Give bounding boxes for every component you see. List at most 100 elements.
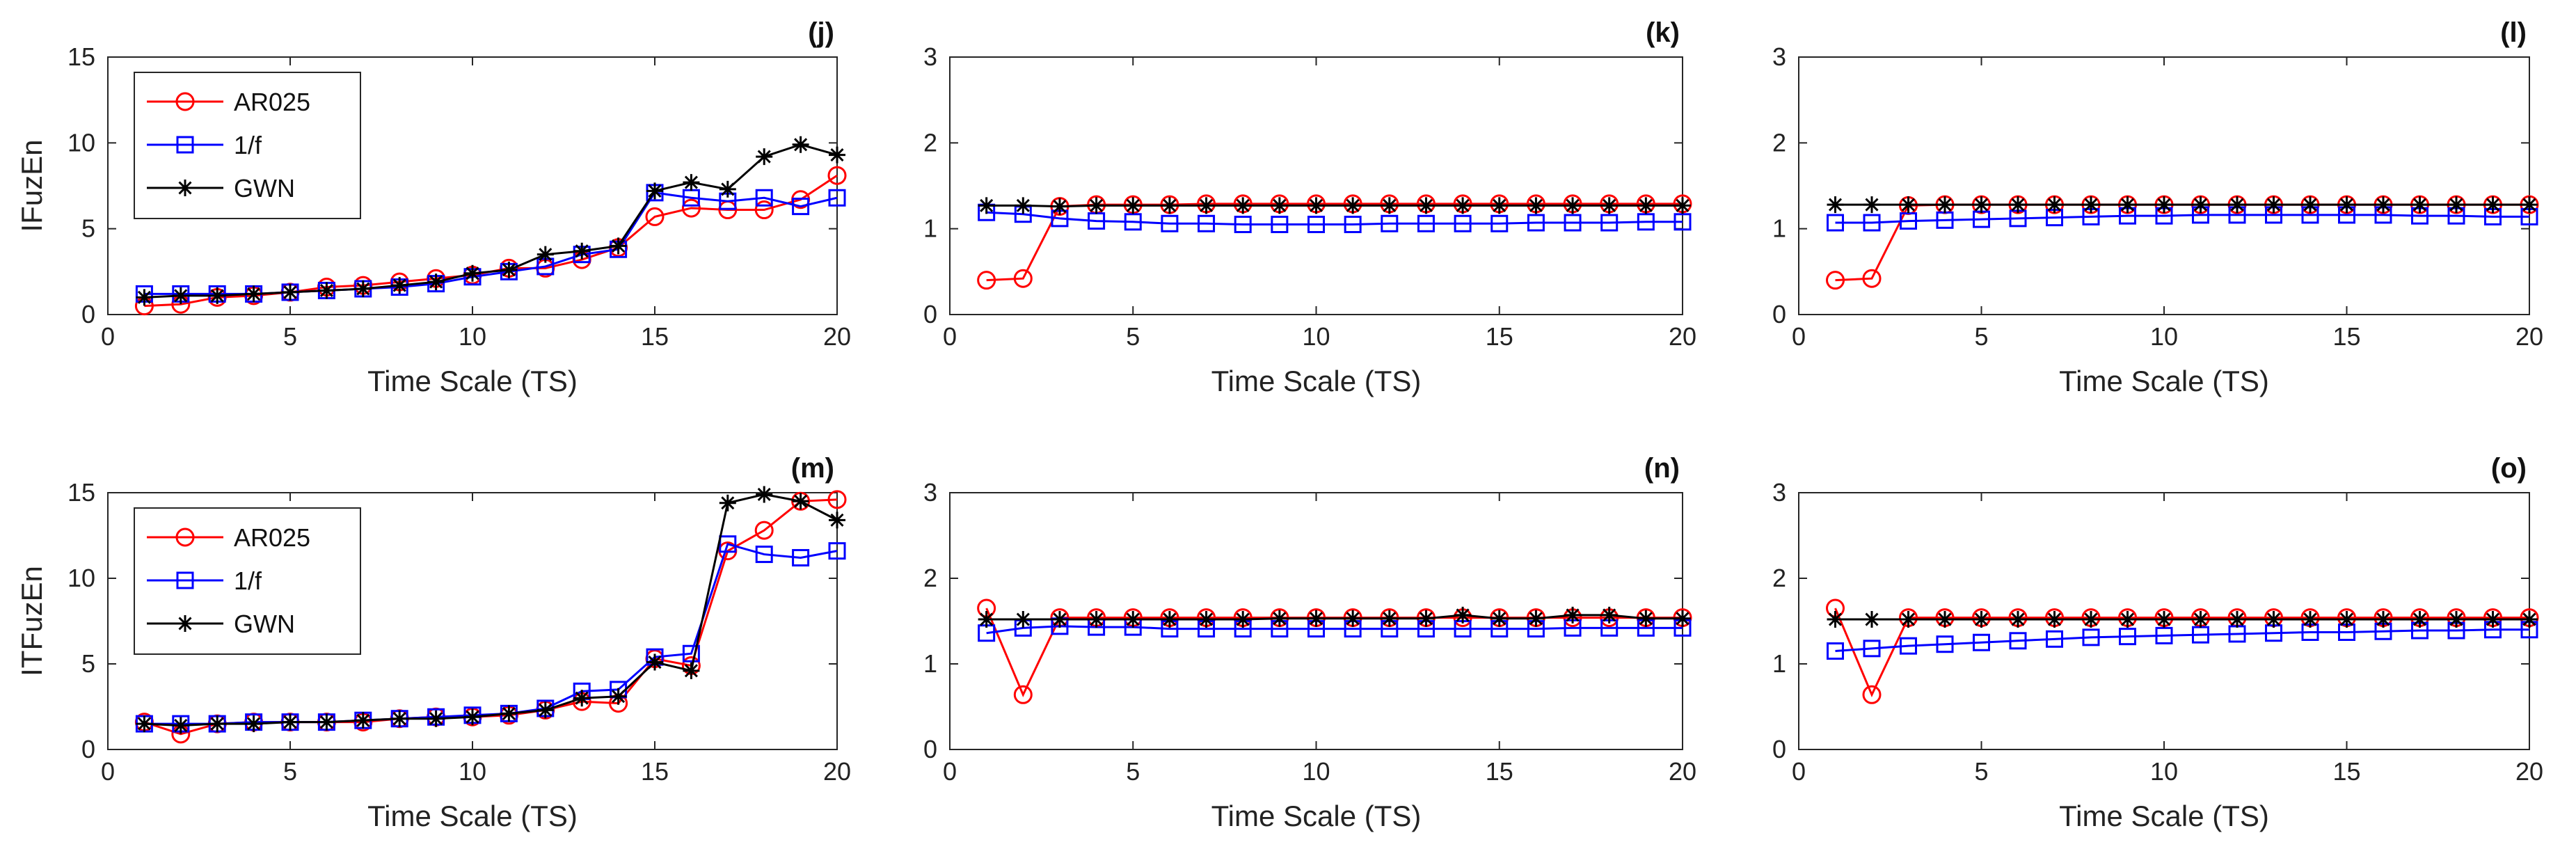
- data-point: [1900, 212, 1917, 230]
- data-point: [2192, 611, 2209, 628]
- data-point: [1937, 196, 1953, 214]
- data-point: [2046, 611, 2063, 628]
- data-point: [318, 713, 335, 731]
- data-point: [1013, 269, 1033, 288]
- data-point: [827, 490, 847, 509]
- chart-panel-1: 0 5 10 15 20 0 5 10 15 Time Scale (TS) IFuzEn (j) AR…: [15, 17, 851, 397]
- data-point: [1673, 213, 1692, 231]
- data-point: [1454, 606, 1472, 624]
- data-point: [2082, 628, 2100, 646]
- data-point: [318, 282, 335, 299]
- data-point: [573, 690, 591, 707]
- data-point: [1417, 610, 1435, 627]
- x-axis-label: Time Scale (TS): [2059, 800, 2269, 832]
- data-point: [2083, 611, 2099, 628]
- y-tick-label: 3: [1772, 42, 1786, 71]
- data-point: [1381, 197, 1398, 214]
- x-tick-label: 20: [823, 322, 851, 351]
- data-point: [2302, 196, 2319, 214]
- data-point: [827, 166, 847, 185]
- data-point: [2010, 196, 2026, 214]
- data-point: [1827, 196, 1844, 214]
- data-point: [1973, 633, 1990, 651]
- data-point: [1527, 610, 1545, 627]
- legend-marker: [175, 92, 195, 111]
- data-point: [500, 261, 518, 278]
- data-point: [1674, 610, 1691, 627]
- data-point: [1973, 611, 1990, 628]
- data-point: [2046, 630, 2063, 648]
- data-point: [1344, 197, 1362, 214]
- x-tick-label: 5: [1974, 757, 1988, 786]
- data-point: [977, 271, 996, 290]
- plot-area: [949, 56, 1683, 315]
- data-point: [391, 710, 408, 727]
- data-point: [1863, 214, 1881, 232]
- data-point: [1015, 197, 1032, 214]
- chart-panel-4: 0 5 10 15 20 0 5 10 15 Time Scale (TS) ITFuzEn (m) A…: [15, 453, 851, 832]
- y-tick-label: 0: [923, 300, 937, 328]
- data-point: [1013, 685, 1033, 704]
- legend-marker: [176, 136, 194, 154]
- data-point: [1344, 610, 1362, 627]
- data-point: [610, 688, 627, 705]
- data-point: [536, 246, 554, 263]
- panel-label: (k): [1646, 17, 1680, 48]
- data-point: [2192, 196, 2209, 214]
- data-point: [1124, 197, 1142, 214]
- data-point: [1161, 197, 1178, 214]
- legend-marker: [176, 571, 194, 589]
- data-point: [2156, 196, 2172, 214]
- data-point: [2338, 611, 2355, 628]
- data-point: [1936, 635, 1954, 653]
- x-tick-label: 20: [2515, 322, 2543, 351]
- data-point: [646, 182, 663, 200]
- data-point: [1862, 269, 1882, 288]
- data-point: [1015, 611, 1032, 628]
- legend-entry: AR025: [234, 88, 310, 116]
- data-point: [2448, 611, 2465, 628]
- x-tick-label: 5: [1126, 322, 1140, 351]
- y-tick-label: 5: [81, 214, 95, 243]
- data-point: [1637, 610, 1655, 627]
- data-point: [1124, 213, 1142, 231]
- x-tick-label: 0: [1792, 757, 1806, 786]
- data-point: [2009, 632, 2027, 650]
- x-tick-label: 10: [459, 322, 486, 351]
- y-tick-label: 0: [81, 735, 95, 763]
- y-tick-label: 0: [1772, 300, 1786, 328]
- data-point: [1161, 214, 1179, 232]
- legend: AR025 1/f GWN: [134, 72, 361, 219]
- data-point: [978, 197, 995, 214]
- data-point: [792, 198, 810, 216]
- y-tick-label: 15: [67, 478, 95, 507]
- data-point: [1564, 214, 1582, 232]
- data-point: [245, 285, 262, 303]
- legend-entry: GWN: [234, 610, 295, 638]
- data-point: [573, 242, 591, 260]
- data-point: [1344, 216, 1362, 233]
- x-axis-label: Time Scale (TS): [1211, 365, 1422, 397]
- y-tick-label: 2: [923, 564, 937, 592]
- data-point: [1234, 216, 1252, 233]
- x-tick-label: 0: [943, 757, 957, 786]
- data-point: [2375, 611, 2392, 628]
- data-point: [828, 542, 846, 560]
- data-point: [2046, 196, 2063, 214]
- data-point: [464, 264, 481, 282]
- x-tick-label: 20: [823, 757, 851, 786]
- data-point: [1674, 197, 1691, 214]
- data-point: [2119, 628, 2136, 646]
- data-point: [2521, 611, 2538, 628]
- data-point: [2375, 196, 2392, 214]
- legend-entry: 1/f: [234, 131, 262, 159]
- data-point: [828, 189, 846, 207]
- x-tick-label: 5: [1974, 322, 1988, 351]
- data-point: [2411, 611, 2428, 628]
- y-axis-label: ITFuzEn: [15, 566, 48, 676]
- data-point: [1124, 611, 1142, 628]
- data-point: [1234, 197, 1252, 214]
- data-point: [610, 237, 627, 255]
- series-line-1f: [986, 211, 1683, 225]
